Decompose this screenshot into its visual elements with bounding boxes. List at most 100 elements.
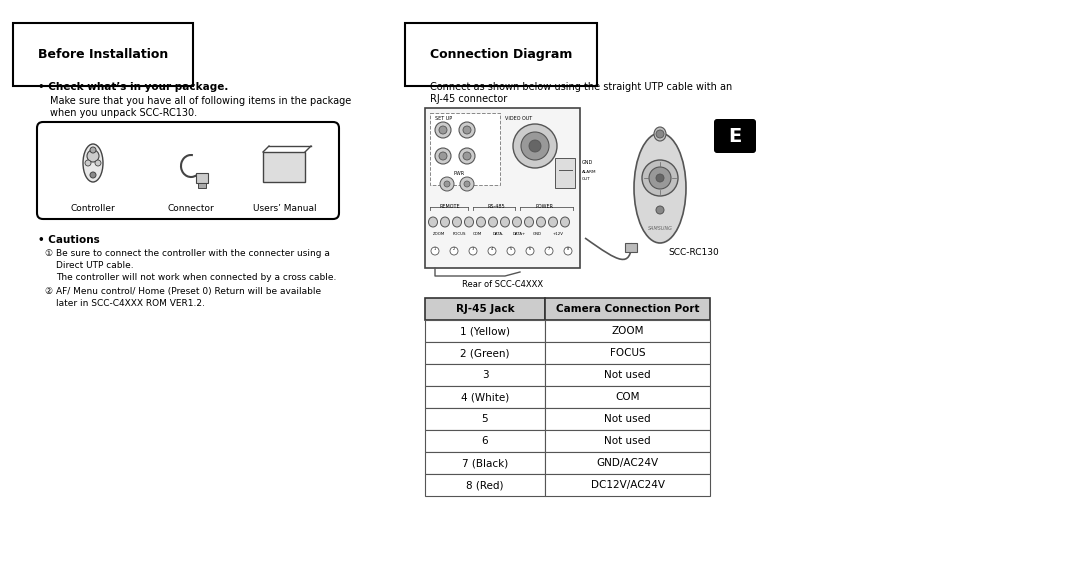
- Circle shape: [642, 160, 678, 196]
- Text: VIDEO OUT: VIDEO OUT: [505, 116, 532, 121]
- Ellipse shape: [476, 217, 486, 227]
- Text: DATA+: DATA+: [513, 232, 526, 236]
- Ellipse shape: [549, 217, 557, 227]
- Circle shape: [545, 247, 553, 255]
- FancyBboxPatch shape: [37, 122, 339, 219]
- Circle shape: [438, 126, 447, 134]
- Text: Make sure that you have all of following items in the package
when you unpack SC: Make sure that you have all of following…: [50, 96, 351, 118]
- Text: +12V: +12V: [553, 232, 564, 236]
- Text: ZOOM: ZOOM: [611, 326, 644, 336]
- Bar: [264, 152, 305, 182]
- Text: Be sure to connect the controller with the connecter using a: Be sure to connect the controller with t…: [56, 249, 329, 258]
- Circle shape: [85, 160, 91, 166]
- Circle shape: [526, 247, 534, 255]
- Bar: [426, 408, 545, 430]
- Ellipse shape: [634, 133, 686, 243]
- Text: AF/ Menu control/ Home (Preset 0) Return will be available: AF/ Menu control/ Home (Preset 0) Return…: [56, 287, 321, 296]
- Text: Connector: Connector: [167, 204, 214, 213]
- Circle shape: [438, 152, 447, 160]
- Bar: [545, 408, 710, 430]
- Bar: [426, 364, 545, 386]
- Bar: [426, 474, 545, 496]
- Circle shape: [564, 247, 572, 255]
- Text: RJ-45 Jack: RJ-45 Jack: [456, 304, 514, 314]
- Text: Controller: Controller: [70, 204, 116, 213]
- Text: OUT: OUT: [582, 177, 591, 181]
- Circle shape: [507, 247, 515, 255]
- Text: • Check what’s in your package.: • Check what’s in your package.: [38, 82, 228, 92]
- Text: 3: 3: [482, 370, 488, 380]
- Circle shape: [513, 124, 557, 168]
- Circle shape: [529, 140, 541, 152]
- Text: 8 (Red): 8 (Red): [467, 480, 503, 490]
- Text: 5: 5: [482, 414, 488, 424]
- Bar: [545, 364, 710, 386]
- Circle shape: [460, 177, 474, 191]
- Text: Not used: Not used: [604, 436, 651, 446]
- Circle shape: [444, 181, 450, 187]
- Ellipse shape: [464, 217, 473, 227]
- Circle shape: [459, 122, 475, 138]
- Ellipse shape: [488, 217, 498, 227]
- Text: REMOTE: REMOTE: [438, 204, 460, 209]
- Circle shape: [656, 206, 664, 214]
- Text: 2 (Green): 2 (Green): [460, 348, 510, 358]
- Text: 7 (Black): 7 (Black): [462, 458, 508, 468]
- Ellipse shape: [500, 217, 510, 227]
- Ellipse shape: [654, 127, 666, 141]
- Text: ZOOM: ZOOM: [433, 232, 445, 236]
- Bar: [545, 386, 710, 408]
- Text: GND: GND: [534, 232, 542, 236]
- Text: Users’ Manual: Users’ Manual: [253, 204, 316, 213]
- Circle shape: [90, 147, 96, 153]
- Bar: [198, 183, 206, 188]
- Text: RS-485: RS-485: [488, 204, 505, 209]
- Text: DC12V/AC24V: DC12V/AC24V: [591, 480, 664, 490]
- Bar: [545, 298, 710, 320]
- Bar: [545, 342, 710, 364]
- Circle shape: [464, 181, 470, 187]
- Circle shape: [459, 148, 475, 164]
- FancyBboxPatch shape: [714, 119, 756, 153]
- Text: DATA-: DATA-: [492, 232, 504, 236]
- Ellipse shape: [525, 217, 534, 227]
- Text: 4: 4: [491, 247, 494, 251]
- Text: RJ-45 connector: RJ-45 connector: [430, 94, 508, 104]
- Text: E: E: [728, 127, 742, 146]
- Text: Not used: Not used: [604, 414, 651, 424]
- Circle shape: [463, 152, 471, 160]
- Circle shape: [431, 247, 438, 255]
- Circle shape: [656, 130, 664, 138]
- Circle shape: [87, 150, 99, 162]
- Ellipse shape: [537, 217, 545, 227]
- Bar: [195, 173, 208, 183]
- Bar: [545, 452, 710, 474]
- Text: 5: 5: [510, 247, 512, 251]
- Text: PWR: PWR: [453, 171, 464, 176]
- Bar: [430, 113, 500, 185]
- Ellipse shape: [429, 217, 437, 227]
- Bar: [625, 243, 637, 252]
- Text: Connect as shown below using the straight UTP cable with an: Connect as shown below using the straigh…: [430, 82, 732, 92]
- Text: SET UP: SET UP: [435, 116, 453, 121]
- Bar: [545, 474, 710, 496]
- Text: FOCUS: FOCUS: [453, 232, 467, 236]
- Text: Camera Connection Port: Camera Connection Port: [556, 304, 699, 314]
- Bar: [426, 386, 545, 408]
- Ellipse shape: [441, 217, 449, 227]
- Text: SCC-RC130: SCC-RC130: [669, 248, 719, 257]
- Bar: [426, 342, 545, 364]
- Ellipse shape: [83, 144, 103, 182]
- Circle shape: [488, 247, 496, 255]
- Text: 2: 2: [453, 247, 455, 251]
- Text: Before Installation: Before Installation: [38, 48, 168, 61]
- Text: GND/AC24V: GND/AC24V: [596, 458, 659, 468]
- Text: The controller will not work when connected by a cross cable.: The controller will not work when connec…: [56, 273, 336, 282]
- Text: GND: GND: [582, 160, 593, 165]
- Circle shape: [463, 126, 471, 134]
- Text: 6: 6: [529, 247, 531, 251]
- Text: 7: 7: [548, 247, 550, 251]
- Circle shape: [450, 247, 458, 255]
- Bar: [426, 320, 545, 342]
- Text: 1: 1: [434, 247, 436, 251]
